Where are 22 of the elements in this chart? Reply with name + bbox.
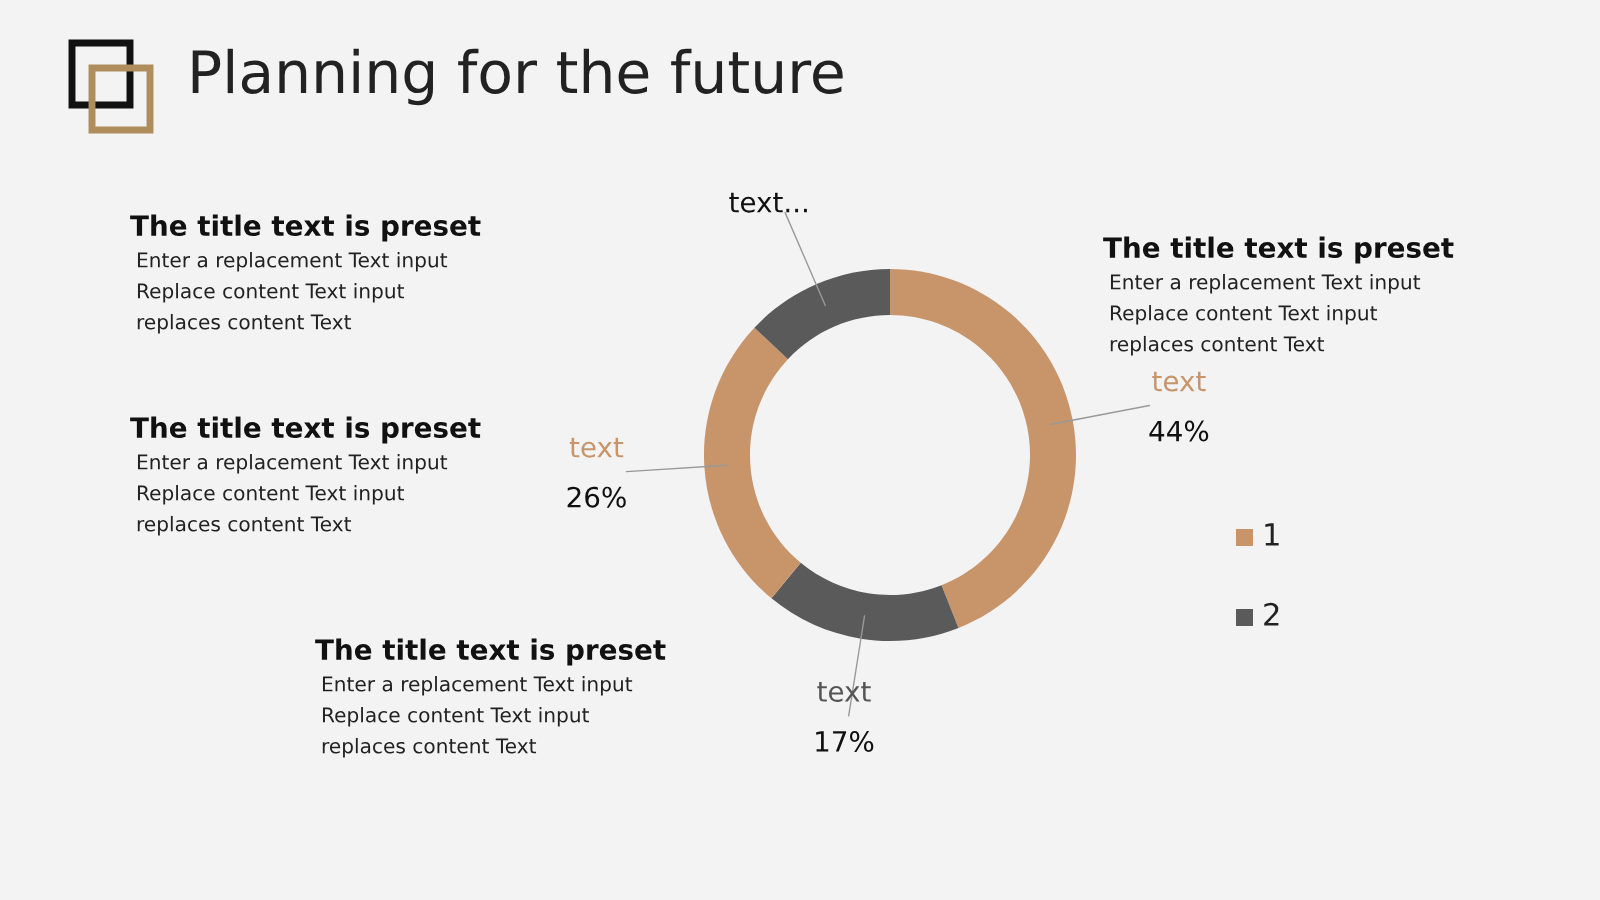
text: Enter a replacement Text input Replace content Text input replaces content Text bbox=[322, 676, 633, 758]
text: 2 bbox=[1264, 602, 1279, 626]
donut-slice bbox=[704, 327, 801, 599]
text: Enter a replacement Text input Replace content Text input replaces content Text bbox=[137, 252, 448, 334]
donut-slice bbox=[771, 562, 959, 641]
slice-label: text bbox=[817, 682, 871, 702]
chart-title: Planning for the future bbox=[192, 48, 843, 106]
text: Enter a replacement Text input Replace content Text input replaces content Text bbox=[1110, 274, 1421, 356]
text: The title text is preset bbox=[130, 214, 481, 242]
data-label: 44% bbox=[1149, 420, 1209, 442]
text: Enter a replacement Text input Replace content Text input replaces content Text bbox=[137, 454, 448, 536]
text: The title text is preset bbox=[315, 638, 666, 666]
text: 1 bbox=[1265, 523, 1279, 546]
slice-label: text bbox=[569, 437, 624, 458]
donut-slice bbox=[890, 269, 1076, 628]
donut-slice bbox=[754, 269, 890, 360]
slice-label: text bbox=[1152, 371, 1206, 392]
slice-label: text... bbox=[729, 192, 807, 213]
data-label: 17% bbox=[816, 730, 874, 752]
text: The title text is preset bbox=[1103, 236, 1454, 264]
data-label: 26% bbox=[567, 486, 626, 508]
text: The title text is preset bbox=[130, 416, 481, 444]
